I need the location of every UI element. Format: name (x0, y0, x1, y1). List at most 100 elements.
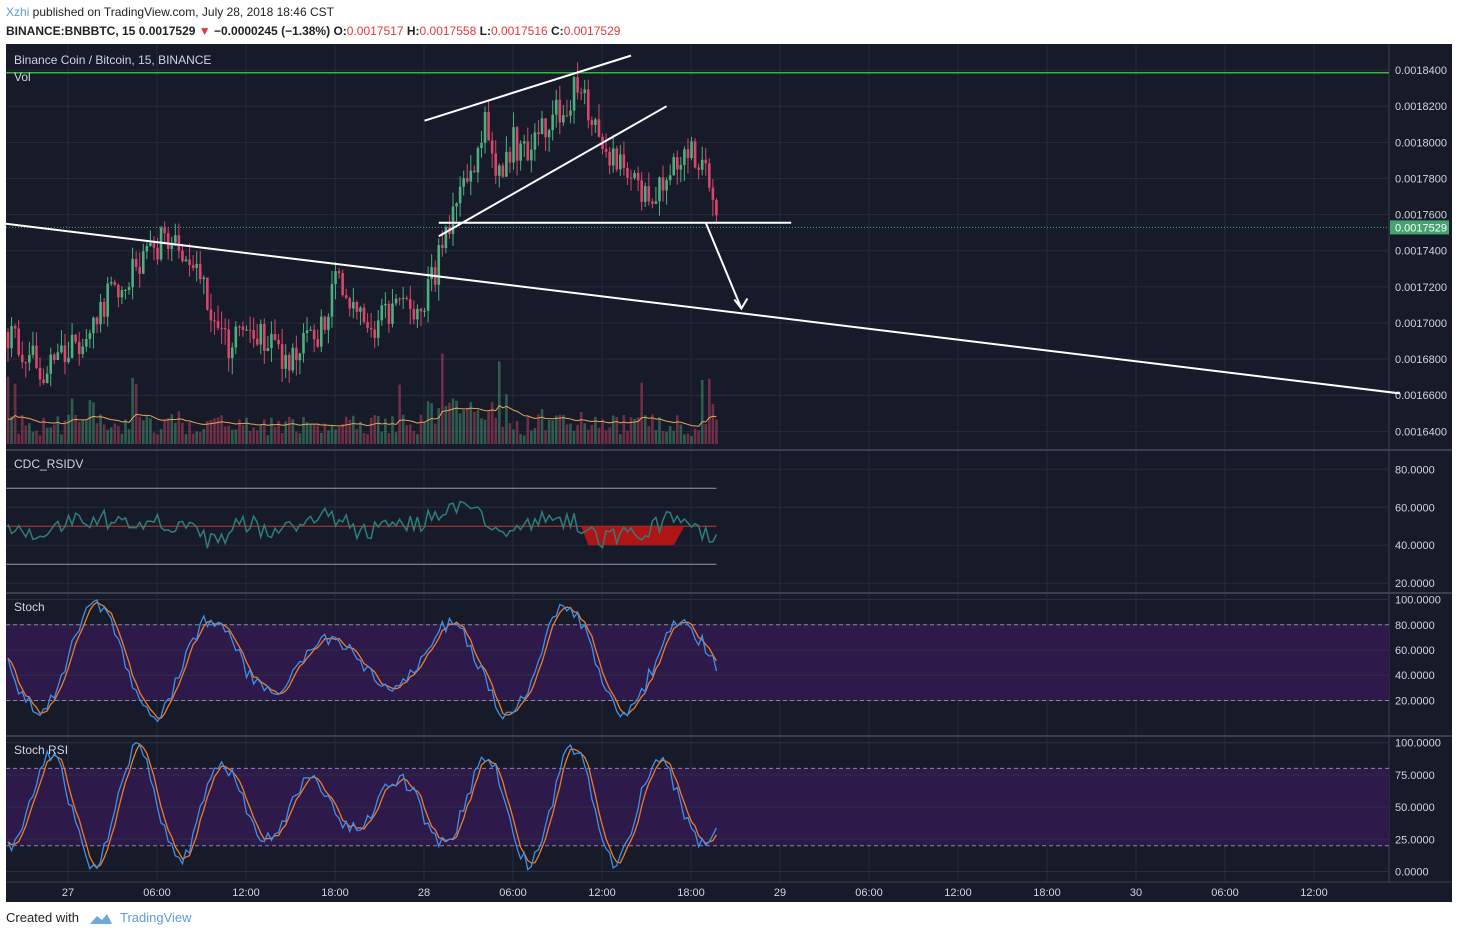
candle-body (24, 362, 28, 364)
volume-bar (376, 415, 380, 444)
candle-body (248, 329, 252, 331)
volume-bar (551, 420, 554, 444)
author-link[interactable]: Xzhi (6, 5, 30, 19)
candle-body (562, 115, 565, 123)
time-tick-label: 12:00 (232, 887, 260, 899)
candle-body (241, 326, 245, 330)
volume-bar (355, 429, 359, 444)
stoch-axis-tick: 80.0000 (1395, 620, 1435, 632)
stoch-band (6, 624, 1389, 701)
candle-body (230, 347, 234, 359)
volume-bar (163, 420, 166, 444)
candle-body (181, 250, 184, 262)
volume-bar (362, 433, 366, 444)
trendline (424, 54, 632, 122)
chart-canvas[interactable]: 27 06:00 12:00 18:00 28 06:00 12:00 18:00 29 06:0… (6, 44, 1452, 902)
volume-bar (238, 419, 241, 444)
candle-body (476, 148, 480, 173)
volume-bar (220, 415, 223, 444)
volume-bar (412, 430, 416, 444)
volume-bar (280, 432, 284, 444)
volume-label: Vol (14, 70, 31, 84)
volume-bar (56, 416, 60, 444)
volume-bar (159, 429, 163, 444)
volume-bar (519, 434, 522, 444)
volume-bar (640, 382, 643, 444)
volume-bar (626, 430, 629, 444)
candle-body (579, 92, 583, 94)
candle-body (85, 339, 88, 347)
time-axis-background (6, 882, 1452, 902)
candle-body (334, 271, 337, 285)
trendline (704, 222, 743, 309)
volume-bar (437, 407, 441, 444)
candle-body (647, 186, 651, 202)
volume-bar (547, 419, 551, 444)
volume-bar (594, 416, 597, 444)
volume-bar (622, 414, 626, 444)
volume-bar (601, 419, 604, 444)
candle-body (533, 132, 537, 150)
volume-bar (490, 401, 494, 444)
price-axis-tick: 0.0018400 (1395, 65, 1447, 77)
candle-body (109, 282, 113, 284)
candle-body (352, 302, 355, 309)
volume-bar (579, 411, 583, 444)
candle-body (608, 151, 611, 166)
volume-bar (562, 415, 565, 444)
chart-background (6, 44, 1452, 882)
volume-bar (88, 400, 92, 444)
volume-bar (522, 435, 526, 444)
time-tick-label: 12:00 (944, 887, 972, 899)
candle-body (295, 347, 298, 361)
candle-body (284, 355, 287, 369)
candle-body (177, 235, 181, 251)
candle-body (238, 326, 241, 328)
high-value: 0.0017558 (419, 24, 477, 38)
candle-body (209, 309, 213, 321)
volume-bar (28, 423, 31, 444)
candle-body (206, 277, 209, 310)
candle-body (298, 353, 302, 361)
volume-bar (679, 424, 683, 444)
candle-body (156, 247, 159, 260)
candle-body (683, 149, 686, 165)
volume-bar (184, 434, 188, 444)
volume-bar (576, 424, 579, 444)
candle-body (102, 301, 106, 317)
volume-bar (120, 433, 124, 444)
volume-bar (533, 428, 537, 444)
volume-bar (191, 433, 195, 444)
volume-bar (170, 414, 174, 444)
candle-body (391, 303, 394, 324)
candle-body (405, 297, 409, 299)
volume-bar (145, 415, 149, 444)
tradingview-link[interactable]: TradingView (120, 910, 192, 925)
stoch-rsi-axis-tick: 25.0000 (1395, 834, 1435, 846)
volume-bar (693, 428, 697, 444)
price-axis-tick: 0.0017200 (1395, 282, 1447, 294)
volume-bar (337, 427, 341, 444)
volume-bar (74, 414, 77, 444)
volume-bar (52, 424, 56, 444)
volume-bar (334, 429, 337, 444)
rsi-axis-tick: 60.0000 (1395, 502, 1435, 514)
candle-body (341, 273, 344, 296)
time-tick-label: 06:00 (499, 887, 527, 899)
candle-body (693, 141, 697, 168)
stoch-axis-tick: 40.0000 (1395, 670, 1435, 682)
candle-body (312, 329, 316, 340)
candle-body (127, 287, 131, 290)
volume-bar (6, 376, 10, 444)
candle-body (366, 321, 369, 328)
open-value: 0.0017517 (346, 24, 404, 38)
candle-body (95, 317, 99, 325)
volume-bar (213, 418, 216, 444)
candle-body (430, 267, 433, 280)
candle-body (633, 172, 636, 178)
candle-body (629, 177, 633, 179)
candle-body (583, 89, 587, 94)
candle-body (166, 233, 170, 249)
volume-bar (77, 421, 81, 444)
volume-bar (661, 430, 665, 444)
